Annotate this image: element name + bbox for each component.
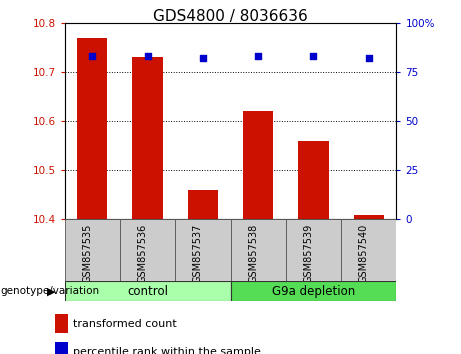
Text: genotype/variation: genotype/variation [0,286,99,296]
Point [365,56,372,61]
Text: G9a depletion: G9a depletion [272,285,355,298]
Bar [188,190,218,219]
Bar [175,219,230,281]
Bar [65,281,230,301]
Text: ▶: ▶ [47,286,55,296]
Bar [354,215,384,219]
Bar [286,219,341,281]
Bar [120,219,175,281]
Point [254,53,262,59]
Text: GSM857537: GSM857537 [193,224,203,283]
Point [310,53,317,59]
Point [199,56,207,61]
Text: GSM857536: GSM857536 [137,224,148,283]
Text: GSM857538: GSM857538 [248,224,258,283]
Point [89,53,96,59]
Bar [230,219,286,281]
Text: control: control [127,285,168,298]
Bar [341,219,396,281]
Bar [65,219,120,281]
Text: GSM857539: GSM857539 [303,224,313,283]
Point [144,53,151,59]
Bar [55,314,68,333]
Bar [298,141,329,219]
Bar [77,38,107,219]
Bar [55,342,68,354]
Bar [230,281,396,301]
Text: GSM857540: GSM857540 [359,224,369,283]
Text: GSM857535: GSM857535 [82,224,92,283]
Text: GDS4800 / 8036636: GDS4800 / 8036636 [153,9,308,24]
Text: percentile rank within the sample: percentile rank within the sample [73,347,260,354]
Bar [243,112,273,219]
Bar [132,57,163,219]
Text: transformed count: transformed count [73,319,177,329]
